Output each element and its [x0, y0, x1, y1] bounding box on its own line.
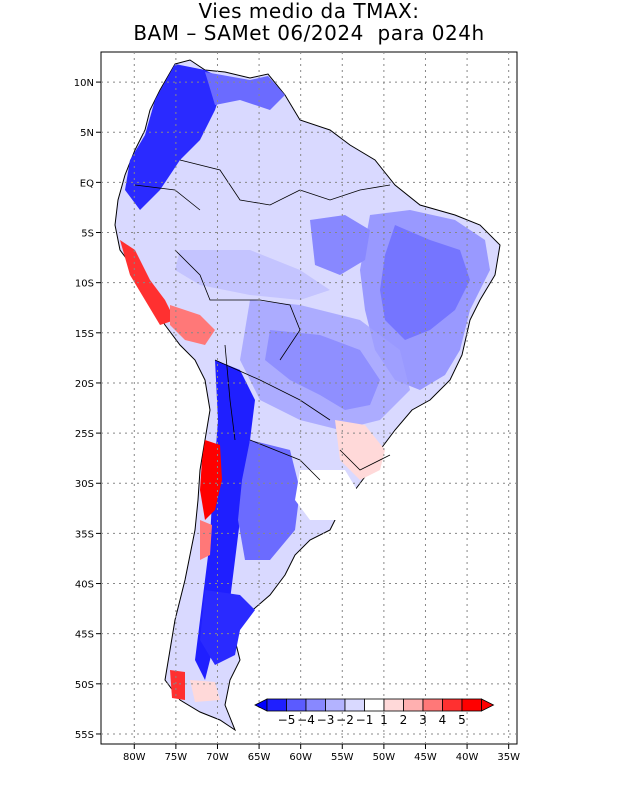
lat-label: 25S	[75, 429, 94, 440]
colorbar-label: −2	[336, 713, 354, 727]
colorbar-label: −4	[297, 713, 315, 727]
colorbar-swatch	[364, 698, 385, 712]
colorbar-label: 2	[400, 713, 408, 727]
colorbar-label: −1	[356, 713, 374, 727]
lat-label: 50S	[75, 680, 94, 691]
light-interior	[175, 250, 330, 300]
lat-label: 55S	[75, 730, 94, 741]
title-line-1: Vies medio da TMAX:	[198, 0, 420, 23]
lat-label: EQ	[80, 178, 94, 189]
lon-label: 35W	[497, 752, 520, 763]
colorbar-swatch	[422, 698, 443, 712]
lat-label: 10S	[75, 279, 94, 290]
lat-label: 5S	[81, 229, 94, 240]
colorbar-swatch	[461, 698, 482, 712]
colorbar-swatch	[344, 698, 365, 712]
bias-field	[114, 59, 501, 732]
lat-label: 45S	[75, 630, 94, 641]
lon-label: 80W	[123, 752, 146, 763]
neg-patagonia	[200, 590, 255, 665]
colorbar-swatch	[442, 698, 463, 712]
lat-label: 40S	[75, 580, 94, 591]
lon-label: 50W	[373, 752, 396, 763]
pos-chile	[200, 440, 222, 520]
lat-label: 30S	[75, 479, 94, 490]
map-frame	[100, 51, 518, 745]
colorbar-label: 1	[380, 713, 388, 727]
lon-label: 45W	[414, 752, 437, 763]
neg-pampa	[238, 440, 300, 560]
colorbar-swatch	[286, 698, 307, 712]
lat-label: 20S	[75, 379, 94, 390]
country-borders	[134, 159, 391, 481]
lon-label: 75W	[165, 752, 188, 763]
colorbar-label: −3	[317, 713, 335, 727]
latitude-labels: 10N 5N EQ 5S 10S 15S 20S 25S 30S 35S 40S 45S 50S 55S	[74, 78, 101, 741]
lon-label: 65W	[248, 752, 271, 763]
colorbar-swatch	[266, 698, 287, 712]
colorbar-swatch	[305, 698, 326, 712]
lat-label: 10N	[74, 78, 94, 89]
lon-label: 55W	[331, 752, 354, 763]
colorbar-label: 3	[419, 713, 427, 727]
neg-amazon	[310, 215, 370, 275]
pos-peru	[120, 240, 175, 325]
pos-peru-2	[170, 305, 215, 345]
colorbar-swatch	[383, 698, 404, 712]
title-line-2: BAM – SAMet 06/2024 para 024h	[133, 21, 485, 45]
lat-label: 35S	[75, 529, 94, 540]
map-title: Vies medio da TMAX: BAM – SAMet 06/2024 …	[0, 0, 618, 44]
colorbar-swatch	[325, 698, 346, 712]
graticule	[101, 52, 517, 744]
neg-north	[125, 64, 225, 210]
lat-label: 15S	[75, 329, 94, 340]
colorbar-max-arrow	[481, 698, 495, 712]
pos-chile-2	[200, 520, 212, 560]
longitude-labels: 80W 75W 70W 65W 60W 55W 50W 45W 40W 35W	[123, 744, 520, 763]
colorbar-label: −5	[278, 713, 296, 727]
neutral-south-brazil	[295, 470, 360, 520]
lat-label: 5N	[80, 128, 94, 139]
colorbar-label: 5	[458, 713, 466, 727]
pos-south-brazil	[335, 420, 385, 480]
colorbar: −5 −4 −3 −2 −1 1 2 3 4 5	[254, 698, 495, 727]
pos-south-light	[190, 680, 220, 702]
lon-label: 60W	[289, 752, 312, 763]
colorbar-min-arrow	[254, 698, 268, 712]
lon-label: 40W	[456, 752, 479, 763]
lon-label: 70W	[206, 752, 229, 763]
colorbar-swatch	[403, 698, 424, 712]
pos-south-tip	[170, 670, 185, 700]
neg-north-2	[205, 72, 285, 110]
colorbar-label: 4	[439, 713, 447, 727]
